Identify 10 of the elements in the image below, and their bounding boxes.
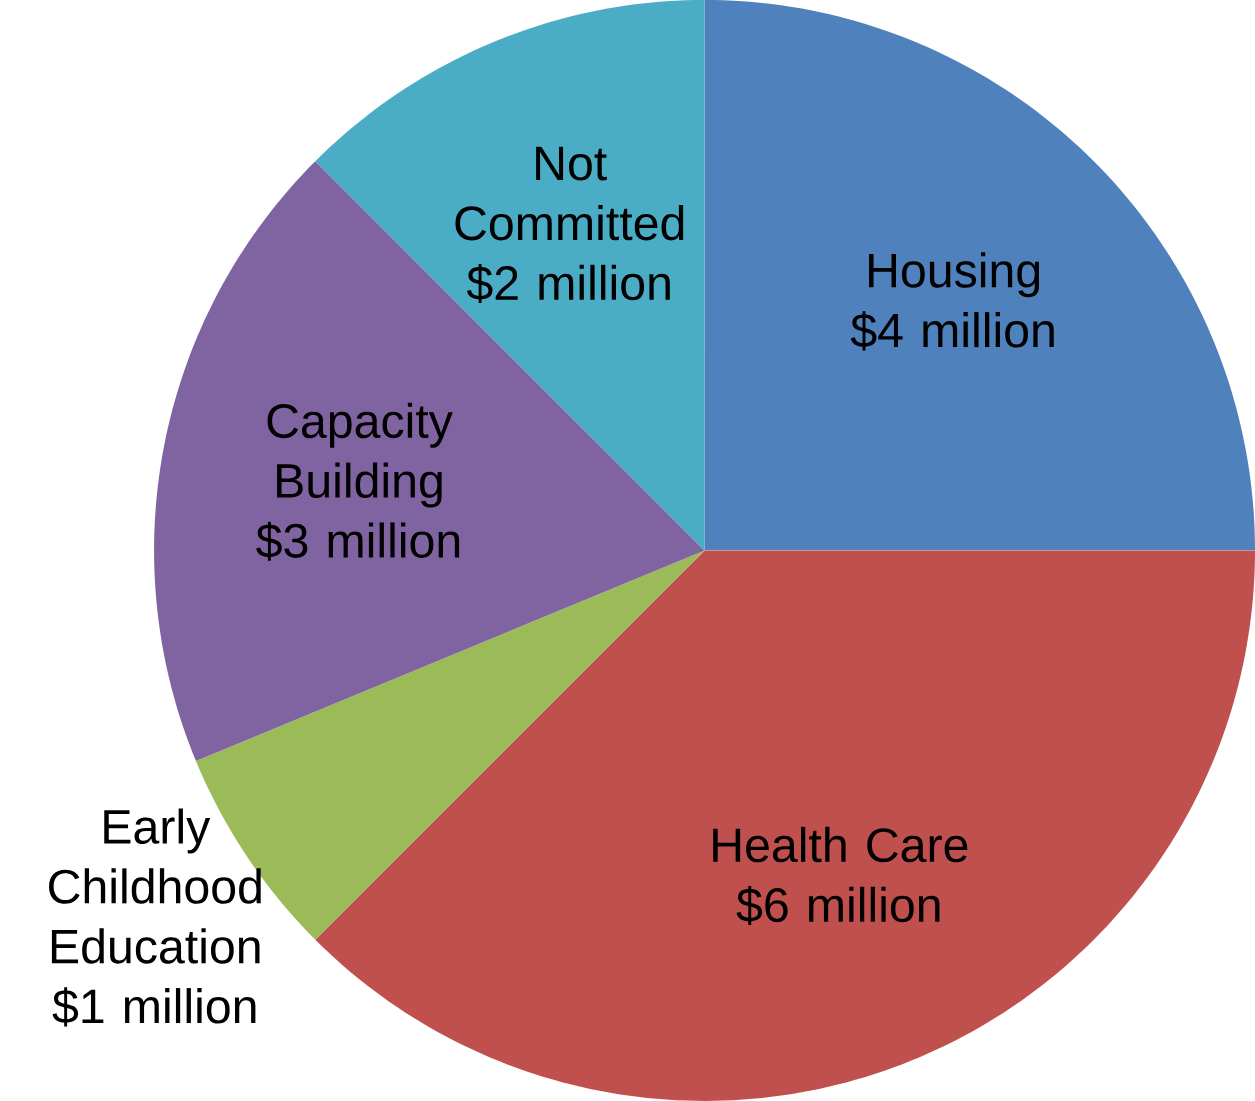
slice-label: Not Committed [455,146,684,241]
data-label: $3 million [256,521,460,561]
data-label: $6 million [736,885,940,926]
slice-label: Capacity Building [267,402,453,508]
slice-label: Housing [869,252,1040,298]
slice-label: Early Childhood Education [49,808,261,964]
data-label: $1 million [52,987,256,1027]
data-label: $2 million [466,264,670,304]
slice-label: Health Care [713,826,968,863]
data-label: $4 million [850,311,1054,351]
